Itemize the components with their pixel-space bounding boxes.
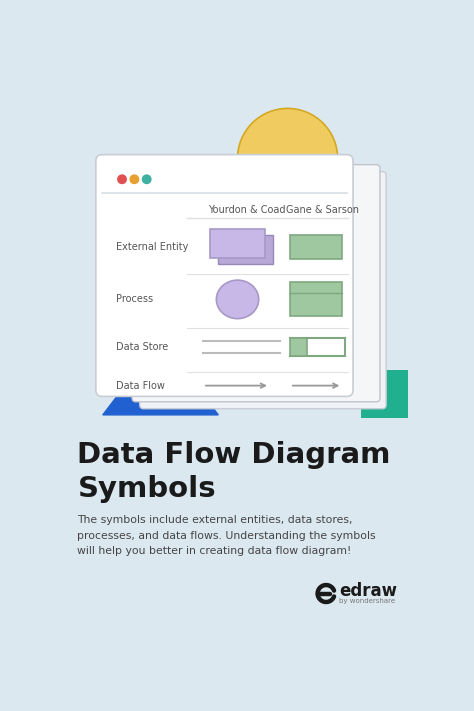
Bar bbox=[290, 282, 342, 316]
Bar bbox=[361, 370, 409, 418]
Text: Process: Process bbox=[116, 294, 153, 304]
Bar bbox=[218, 235, 273, 264]
FancyBboxPatch shape bbox=[132, 165, 380, 402]
FancyBboxPatch shape bbox=[140, 171, 386, 409]
Text: Data Flow Diagram: Data Flow Diagram bbox=[77, 441, 391, 469]
Circle shape bbox=[237, 108, 337, 208]
Circle shape bbox=[130, 175, 138, 183]
Text: External Entity: External Entity bbox=[116, 242, 188, 252]
Text: Data Flow: Data Flow bbox=[116, 380, 165, 390]
Text: Data Store: Data Store bbox=[116, 342, 168, 352]
Circle shape bbox=[118, 175, 126, 183]
Ellipse shape bbox=[216, 280, 259, 319]
Bar bbox=[290, 338, 307, 356]
Bar bbox=[290, 235, 342, 260]
Polygon shape bbox=[103, 339, 219, 415]
FancyBboxPatch shape bbox=[96, 154, 353, 397]
Text: Symbols: Symbols bbox=[77, 475, 216, 503]
Text: edraw: edraw bbox=[339, 582, 397, 600]
Text: The symbols include external entities, data stores,
processes, and data flows. U: The symbols include external entities, d… bbox=[77, 515, 376, 556]
Circle shape bbox=[143, 175, 151, 183]
Text: by wondershare: by wondershare bbox=[339, 598, 395, 604]
Bar bbox=[210, 228, 265, 258]
Text: Gane & Sarson: Gane & Sarson bbox=[286, 205, 359, 215]
Text: Yourdon & Coad: Yourdon & Coad bbox=[208, 205, 285, 215]
